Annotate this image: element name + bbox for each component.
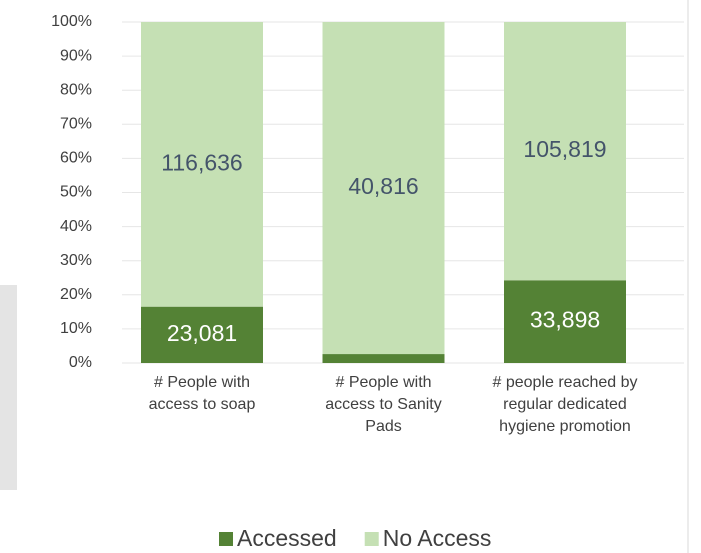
data-label: 23,081 bbox=[167, 320, 237, 346]
data-label: 33,898 bbox=[530, 307, 600, 333]
y-tick-label: 100% bbox=[51, 13, 92, 30]
y-tick-label: 70% bbox=[60, 116, 92, 133]
y-tick-label: 60% bbox=[60, 150, 92, 167]
legend-label: Accessed bbox=[237, 525, 337, 551]
y-tick-label: 90% bbox=[60, 47, 92, 64]
data-label: 40,816 bbox=[348, 173, 418, 199]
data-label: 116,636 bbox=[161, 149, 242, 175]
frame-edge bbox=[0, 285, 17, 490]
legend-label: No Access bbox=[383, 525, 492, 551]
y-tick-label: 80% bbox=[60, 81, 92, 98]
y-tick-label: 10% bbox=[60, 320, 92, 337]
bar-segment bbox=[141, 22, 263, 307]
bar-segment bbox=[322, 22, 445, 355]
x-tick-label: # People with access to Sanity Pads bbox=[325, 374, 442, 435]
y-tick-label: 50% bbox=[60, 184, 92, 201]
legend-swatch bbox=[364, 532, 379, 546]
y-tick-label: 30% bbox=[60, 252, 92, 269]
x-tick-label: # People with access to soap bbox=[148, 374, 256, 413]
bar-segment bbox=[504, 22, 626, 281]
bar-segment bbox=[322, 354, 445, 363]
y-tick-label: 20% bbox=[60, 286, 92, 303]
data-label: 105,819 bbox=[523, 136, 606, 162]
bar-segment bbox=[504, 280, 626, 363]
y-tick-label: 0% bbox=[69, 354, 92, 371]
bar-segment bbox=[141, 306, 263, 363]
x-tick-label: # people reached by regular dedicated hy… bbox=[492, 374, 638, 435]
y-tick-label: 40% bbox=[60, 218, 92, 235]
legend-swatch bbox=[219, 532, 233, 546]
